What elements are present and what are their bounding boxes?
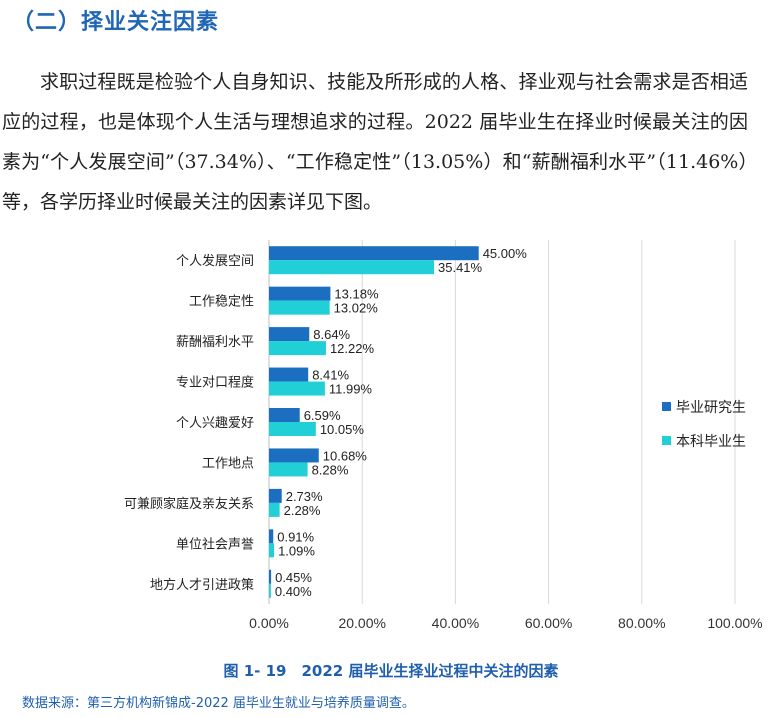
x-tick-label: 60.00% xyxy=(525,615,572,631)
category-label: 工作稳定性 xyxy=(189,294,254,310)
data-label: 13.18% xyxy=(334,287,379,302)
data-label: 2.73% xyxy=(286,489,323,504)
data-label: 13.02% xyxy=(334,301,379,316)
x-tick-label: 80.00% xyxy=(618,615,665,631)
data-label: 10.68% xyxy=(323,448,368,463)
data-label: 8.64% xyxy=(313,327,350,342)
legend-label: 毕业研究生 xyxy=(676,400,746,416)
x-tick-label: 100.00% xyxy=(707,615,762,631)
data-label: 10.05% xyxy=(320,422,365,437)
bar-graduate xyxy=(269,246,479,261)
category-label: 地方人才引进政策 xyxy=(150,577,254,593)
data-label: 35.41% xyxy=(438,260,483,275)
bar-graduate xyxy=(269,367,309,382)
bar-graduate xyxy=(269,448,319,463)
bar-undergraduate xyxy=(269,381,325,396)
data-label: 1.09% xyxy=(278,543,315,558)
bar-undergraduate xyxy=(269,422,316,436)
category-label: 薪酬福利水平 xyxy=(176,335,254,350)
bar-undergraduate xyxy=(269,300,330,315)
chart-bars xyxy=(269,246,479,598)
intro-paragraph: 求职过程既是检验个人自身知识、技能及所形成的人格、择业观与社会需求是否相适应的过… xyxy=(2,71,748,213)
chart-labels: 0.00% 20.00% 40.00% 60.00% 80.00% 100.00% 个人发展… xyxy=(124,246,763,631)
data-label: 6.59% xyxy=(304,408,341,423)
bar-graduate xyxy=(269,327,310,342)
legend-label: 本科毕业生 xyxy=(676,434,746,450)
bar-undergraduate xyxy=(269,543,275,558)
data-label: 11.99% xyxy=(329,382,373,397)
bar-graduate xyxy=(269,569,272,584)
data-label: 8.41% xyxy=(312,368,349,383)
bar-undergraduate xyxy=(269,260,435,275)
bar-undergraduate xyxy=(269,341,326,356)
data-source-note: 数据来源：第三方机构新锦成-2022 届毕业生就业与培养质量调查。 xyxy=(22,696,415,711)
data-label: 2.28% xyxy=(284,503,321,518)
category-label: 个人兴趣爱好 xyxy=(176,416,254,431)
category-label: 可兼顾家庭及亲友关系 xyxy=(124,496,254,512)
bar-graduate xyxy=(269,529,274,544)
x-tick-label: 0.00% xyxy=(249,615,289,631)
legend-swatch xyxy=(662,436,671,445)
category-label: 工作地点 xyxy=(202,456,254,471)
category-label: 个人发展空间 xyxy=(176,253,254,269)
data-label: 8.28% xyxy=(312,462,349,477)
legend-swatch xyxy=(662,402,671,411)
bar-undergraduate xyxy=(269,583,271,598)
bar-graduate xyxy=(269,286,331,301)
section-heading: （二）择业关注因素 xyxy=(12,10,220,35)
data-label: 0.40% xyxy=(275,584,312,599)
data-label: 0.45% xyxy=(275,570,312,585)
x-tick-label: 40.00% xyxy=(432,615,479,631)
bar-undergraduate xyxy=(269,462,308,477)
data-label: 45.00% xyxy=(483,246,528,261)
bar-undergraduate xyxy=(269,502,280,517)
figure-caption: 图 1- 19 2022 届毕业生择业过程中关注的因素 xyxy=(223,662,559,680)
x-tick-label: 20.00% xyxy=(338,615,385,631)
bar-graduate xyxy=(269,408,300,422)
category-label: 单位社会声誉 xyxy=(176,536,254,552)
factor-bar-chart: 0.00% 20.00% 40.00% 60.00% 80.00% 100.00% 个人发展… xyxy=(124,240,763,631)
bar-graduate xyxy=(269,488,282,503)
data-label: 0.91% xyxy=(277,529,314,544)
data-label: 12.22% xyxy=(330,341,375,356)
category-label: 专业对口程度 xyxy=(176,375,254,391)
